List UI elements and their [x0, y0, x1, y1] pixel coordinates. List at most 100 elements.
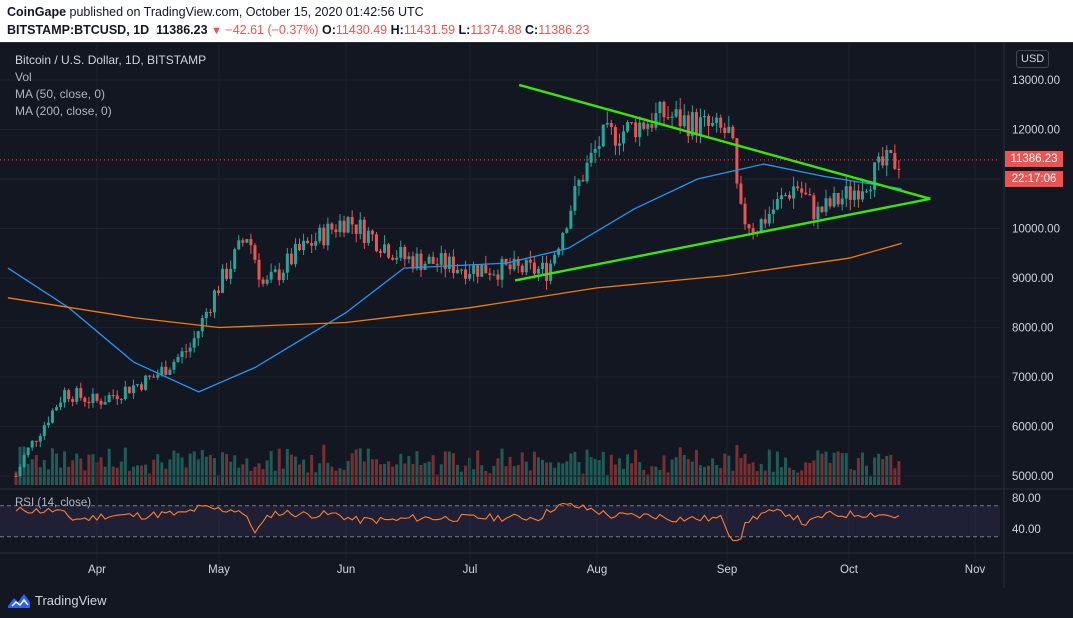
volume-bar [415, 451, 419, 485]
volume-bar [439, 464, 443, 485]
candle-body [528, 259, 532, 263]
volume-bar [281, 468, 285, 485]
volume-bar [690, 461, 694, 485]
volume-bar [840, 453, 844, 485]
candle-body [480, 264, 484, 277]
volume-bar [233, 455, 237, 485]
volume-bar [346, 461, 350, 485]
y-tick-label: 7000.00 [1012, 372, 1054, 384]
volume-bar [852, 470, 856, 485]
volume-bar [75, 453, 79, 485]
candle-body [127, 386, 131, 394]
candle-body [504, 258, 508, 265]
candle-body [415, 253, 419, 269]
volume-bar [460, 471, 463, 485]
volume-bar [856, 458, 860, 485]
volume-bar [322, 444, 326, 485]
volume-bar [208, 454, 212, 485]
candle-body [330, 223, 334, 230]
candle-body [221, 268, 225, 293]
candle-body [512, 258, 516, 270]
candle-body [451, 256, 455, 274]
candle-body [824, 198, 828, 213]
tradingview-logo[interactable]: TradingView [8, 592, 107, 608]
candle-body [711, 122, 715, 126]
rsi-legend: RSI (14, close) [15, 497, 92, 509]
candle-body [727, 126, 731, 133]
volume-bar [261, 469, 265, 485]
chart-area[interactable]: 13000.0012000.0011000.0010000.009000.008… [0, 42, 1073, 589]
volume-bar [192, 451, 196, 485]
candle-body [95, 393, 99, 401]
candle-body [298, 243, 301, 251]
candle-body [840, 198, 844, 205]
candle-body [399, 246, 403, 258]
volume-bar [265, 460, 269, 485]
candle-body [800, 188, 804, 193]
volume-bar [451, 453, 455, 485]
candle-body [22, 455, 26, 467]
volume-bar [492, 465, 496, 485]
volume-bar [476, 450, 480, 485]
low-value: 11374.88 [470, 23, 522, 37]
ma50-line [7, 163, 902, 393]
volume-bar [784, 457, 787, 485]
volume-bar [419, 464, 423, 485]
candle-body [285, 253, 289, 273]
candle-body [249, 239, 253, 246]
candle-body [476, 265, 480, 277]
volume-bar [881, 459, 885, 485]
volume-bar [140, 465, 144, 485]
volume-bar [277, 448, 281, 485]
volume-bar [338, 468, 342, 485]
volume-bar [812, 460, 816, 485]
candle-body [820, 206, 824, 213]
volume-bar [739, 458, 743, 485]
candle-body [168, 369, 172, 375]
volume-bar [824, 451, 828, 485]
price-chart[interactable]: 13000.0012000.0011000.0010000.009000.008… [0, 43, 1073, 589]
candle-body [334, 229, 338, 233]
candle-body [658, 101, 662, 114]
volume-bar [541, 459, 544, 485]
volume-bar [71, 460, 75, 485]
volume-bar [273, 470, 277, 485]
candle-body [812, 195, 816, 220]
volume-bar [545, 462, 549, 485]
candle-body [204, 311, 208, 318]
y-tick-label: 12000.00 [1012, 125, 1060, 137]
candle-body [103, 402, 107, 405]
candle-body [55, 407, 58, 411]
candle-body [59, 402, 63, 408]
candle-body [338, 220, 342, 233]
volume-bars [14, 444, 901, 485]
volume-bar [873, 457, 877, 485]
candle-body [75, 388, 79, 402]
currency-button[interactable]: USD [1016, 50, 1050, 68]
candle-body [253, 245, 257, 260]
candle-body [836, 193, 840, 205]
candle-body [306, 240, 310, 244]
candle-body [597, 146, 601, 149]
candle-body [144, 375, 148, 390]
x-tick-label: Aug [587, 564, 607, 576]
chart-legend-title: Bitcoin / U.S. Dollar, 1D, BITSTAMP [15, 53, 207, 67]
candle-body [488, 273, 492, 275]
candle-body [698, 117, 702, 135]
volume-bar [212, 458, 216, 485]
candle-body [212, 290, 216, 313]
volume-bar [156, 454, 160, 485]
candle-body [379, 251, 382, 253]
volume-bar [269, 450, 273, 485]
volume-bar [711, 458, 715, 485]
triangle-lower-trendline [514, 197, 931, 282]
candle-body [763, 219, 767, 224]
volume-bar [79, 458, 83, 485]
legend-ma50: MA (50, close, 0) [15, 87, 106, 101]
low-label: L: [458, 23, 471, 37]
volume-bar [488, 473, 492, 485]
price-change: −42.61 (−0.37%) [225, 23, 319, 37]
volume-bar [229, 461, 233, 485]
volume-bar [573, 451, 577, 485]
candle-body [638, 122, 642, 138]
